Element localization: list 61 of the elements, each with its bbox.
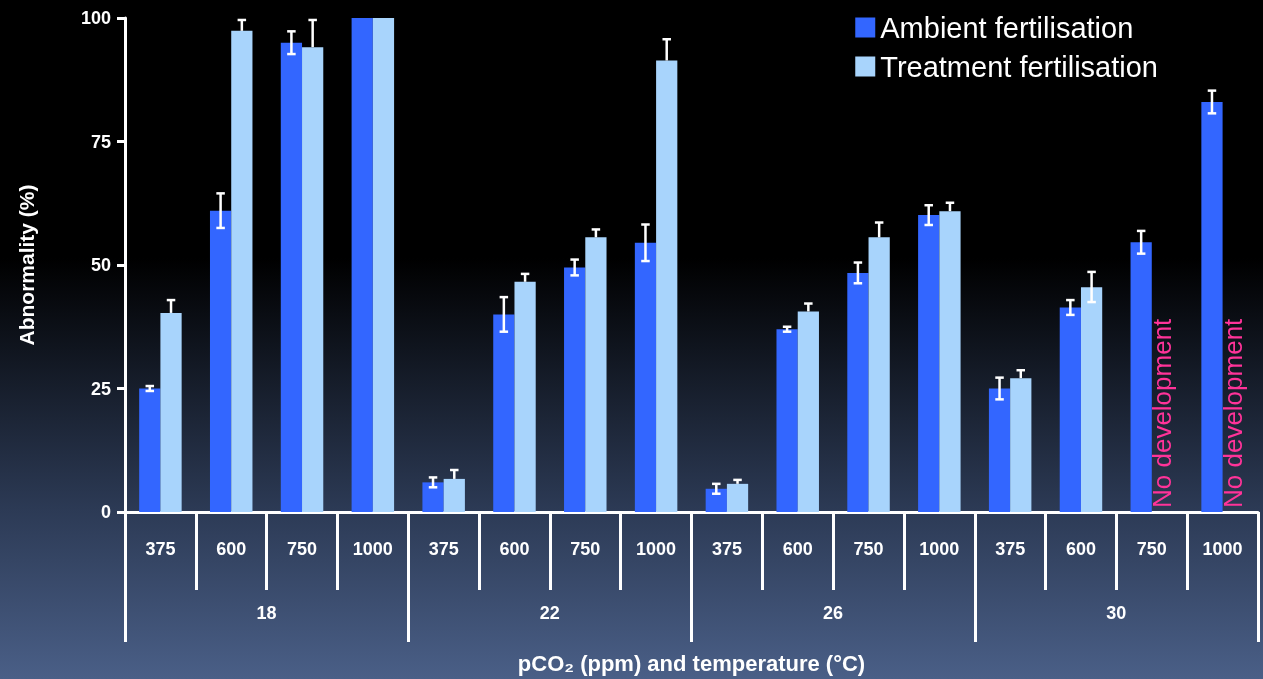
bar: [422, 482, 444, 512]
x-tick-label: 1000: [636, 539, 677, 559]
bar: [1130, 242, 1152, 512]
bar: [1201, 101, 1223, 512]
bar: [918, 215, 940, 512]
text: 30: [1106, 603, 1127, 623]
x-tick-label: 600: [1065, 539, 1096, 559]
bar: [705, 488, 727, 512]
bar: [726, 483, 749, 512]
legend-label: Ambient fertilisation: [880, 11, 1134, 44]
bar: [280, 42, 303, 512]
x-tick-label: 375: [711, 539, 742, 559]
text: 22: [539, 603, 560, 623]
legend-label: Treatment fertilisation: [880, 50, 1159, 83]
x-tick-label: 375: [995, 539, 1026, 559]
bar: [939, 211, 961, 512]
annotation: No development: [1218, 317, 1249, 508]
bar: [1080, 287, 1103, 512]
bar: [160, 312, 182, 512]
text: 18: [256, 603, 277, 623]
x-tick-label: 600: [499, 539, 530, 559]
x-tick-label: 1000: [352, 539, 393, 559]
y-tick-label: 0: [100, 502, 111, 522]
x-tick-label: 375: [428, 539, 459, 559]
bar: [351, 18, 373, 512]
y-tick-label: 50: [90, 255, 111, 275]
bar: [302, 47, 324, 512]
x-tick-label: 600: [782, 539, 813, 559]
annotation: No development: [1147, 317, 1178, 508]
x-tick-label: 750: [1136, 539, 1167, 559]
y-tick-label: 75: [90, 131, 111, 152]
bar: [988, 388, 1011, 512]
bar: [139, 388, 161, 512]
bar: [797, 311, 819, 512]
x-axis-title: pCO₂ (ppm) and temperature (°C): [517, 650, 866, 676]
bar: [209, 210, 232, 512]
bar: [564, 267, 586, 512]
y-tick-label: 100: [80, 8, 111, 28]
x-tick-label: 600: [216, 539, 247, 559]
bar: [1059, 307, 1081, 512]
bar: [493, 314, 515, 512]
bar: [231, 30, 253, 512]
bar: [868, 237, 890, 512]
bar: [1010, 378, 1032, 512]
y-tick-label: 25: [90, 378, 111, 399]
bar: [372, 18, 395, 512]
x-tick-label: 750: [853, 539, 884, 559]
x-tick-label: 1000: [919, 539, 960, 559]
bar: [776, 329, 798, 512]
y-axis-title: Abnormality (%): [15, 184, 38, 346]
bar: [656, 60, 678, 512]
x-tick-label: 750: [570, 539, 601, 559]
bar: [443, 478, 465, 512]
x-tick-label: 375: [145, 539, 176, 559]
bar: [847, 272, 869, 512]
bar: [634, 242, 657, 512]
x-tick-label: 750: [287, 539, 318, 559]
text: 26: [823, 603, 844, 623]
bar: [585, 237, 607, 512]
bar: [514, 281, 536, 512]
x-tick-label: 1000: [1202, 539, 1243, 559]
